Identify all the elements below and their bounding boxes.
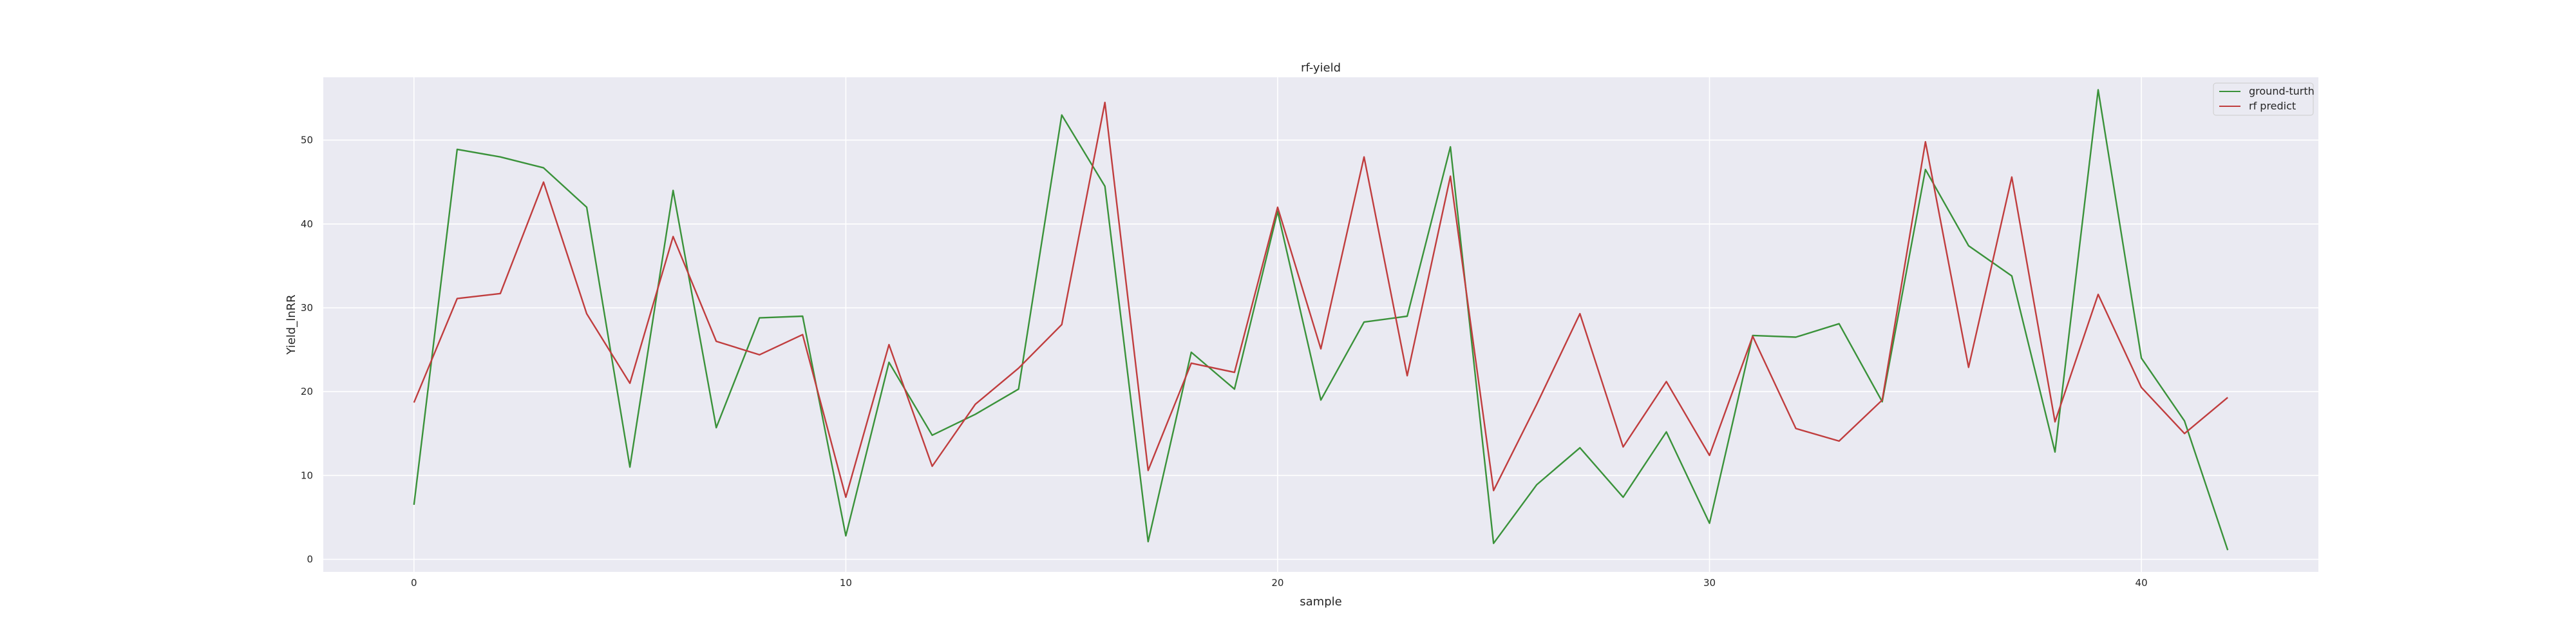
- y-tick-label: 20: [301, 386, 313, 397]
- legend: ground-turth rf predict: [2213, 82, 2315, 116]
- grid: [323, 77, 2318, 572]
- x-tick-label: 40: [2136, 577, 2148, 589]
- x-tick-label: 20: [1271, 577, 1283, 589]
- chart-title: rf-yield: [1301, 61, 1341, 75]
- y-tick-label: 40: [301, 218, 313, 230]
- legend-label-rf-predict: rf predict: [2249, 100, 2296, 112]
- y-tick-labels: 0 10 20 30 40 50: [301, 135, 313, 565]
- series-layer: [413, 89, 2229, 551]
- x-tick-label: 0: [411, 577, 417, 589]
- x-tick-label: 10: [840, 577, 852, 589]
- x-tick-label: 30: [1703, 577, 1716, 589]
- y-axis-label: Yield_lnRR: [285, 294, 298, 355]
- x-axis-label: sample: [1300, 595, 1341, 609]
- x-tick-labels: 0 10 20 30 40: [411, 577, 2148, 589]
- plot-area: [323, 77, 2318, 572]
- y-tick-label: 50: [301, 135, 313, 146]
- y-tick-label: 0: [307, 554, 313, 565]
- y-tick-label: 10: [301, 469, 313, 481]
- series-line-ground-turth: [413, 89, 2229, 551]
- legend-label-ground-turth: ground-turth: [2249, 85, 2315, 97]
- y-tick-label: 30: [301, 302, 313, 314]
- series-line-rf-predict: [413, 101, 2228, 498]
